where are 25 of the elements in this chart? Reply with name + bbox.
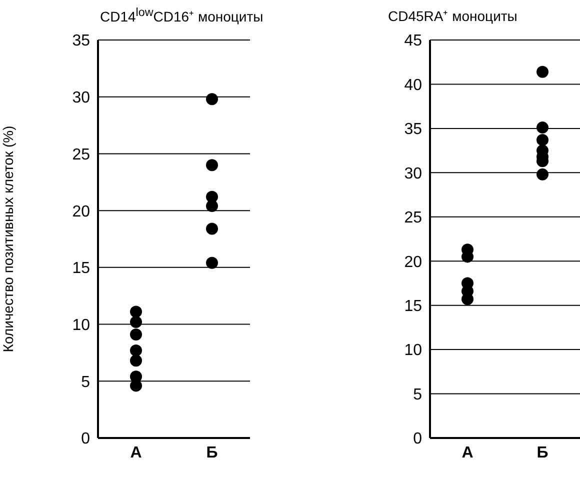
y-tick-label: 15 (404, 298, 422, 316)
y-tick-label: 40 (404, 76, 422, 94)
chart-title: CD45RA⁺ моноциты (388, 7, 518, 25)
y-tick-label: 10 (72, 316, 90, 334)
y-tick-label: 25 (72, 146, 90, 164)
x-tick-label: А (462, 444, 474, 462)
y-tick-label: 45 (404, 32, 422, 50)
y-tick-label: 0 (413, 430, 422, 448)
y-tick-label: 30 (72, 90, 90, 107)
y-tick-label: 20 (72, 203, 90, 220)
y-tick-label: 35 (404, 121, 422, 138)
y-tick-label: 10 (404, 342, 422, 360)
y-tick-label: 25 (404, 210, 422, 227)
y-tick-label: 30 (404, 165, 422, 182)
y-tick-label: 15 (72, 260, 90, 278)
y-tick-label: 35 (72, 32, 90, 50)
y-tick-label: 20 (404, 254, 422, 271)
x-tick-label: Б (206, 444, 218, 462)
y-tick-label: 0 (81, 430, 90, 448)
y-tick-label: 5 (81, 374, 90, 391)
x-tick-label: А (130, 444, 142, 462)
chart-title: CD14$^{low}$CD16⁺ моноциты (100, 6, 264, 26)
y-axis-title: Количество позитивных клеток (%) (0, 126, 16, 352)
x-tick-label: Б (536, 444, 548, 462)
y-tick-label: 5 (413, 386, 422, 404)
